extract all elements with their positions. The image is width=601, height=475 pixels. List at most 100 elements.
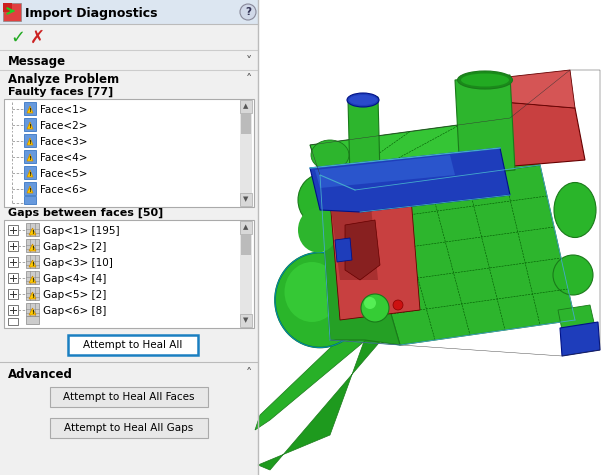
Polygon shape <box>27 186 33 193</box>
Text: Message: Message <box>8 55 66 67</box>
Text: !: ! <box>31 262 34 266</box>
Ellipse shape <box>554 182 596 238</box>
Ellipse shape <box>311 140 349 170</box>
Polygon shape <box>560 322 600 356</box>
Text: Analyze Problem: Analyze Problem <box>8 74 119 86</box>
FancyBboxPatch shape <box>3 3 21 21</box>
Circle shape <box>361 294 389 322</box>
Text: Gap<6> [8]: Gap<6> [8] <box>43 306 106 316</box>
Polygon shape <box>310 148 510 212</box>
Text: Advanced: Advanced <box>8 368 73 380</box>
Text: ?: ? <box>245 7 251 17</box>
FancyBboxPatch shape <box>26 239 39 252</box>
Polygon shape <box>330 195 378 280</box>
Polygon shape <box>27 154 33 161</box>
Polygon shape <box>29 276 36 283</box>
Polygon shape <box>335 238 352 262</box>
FancyBboxPatch shape <box>8 289 18 299</box>
FancyBboxPatch shape <box>24 150 36 163</box>
Circle shape <box>364 297 376 309</box>
Text: Face<5>: Face<5> <box>40 169 88 179</box>
FancyBboxPatch shape <box>24 102 36 115</box>
FancyBboxPatch shape <box>24 134 36 147</box>
Text: !: ! <box>31 310 34 314</box>
Text: ✓: ✓ <box>10 29 25 47</box>
FancyBboxPatch shape <box>258 0 601 475</box>
FancyBboxPatch shape <box>0 0 258 475</box>
Text: Gaps between faces [50]: Gaps between faces [50] <box>8 208 163 218</box>
Polygon shape <box>29 308 36 315</box>
Text: !: ! <box>31 294 34 298</box>
Polygon shape <box>348 97 380 178</box>
Text: ▲: ▲ <box>243 224 249 230</box>
FancyBboxPatch shape <box>26 223 39 236</box>
FancyBboxPatch shape <box>240 100 252 113</box>
FancyBboxPatch shape <box>24 182 36 195</box>
Polygon shape <box>310 118 540 190</box>
Text: Gap<4> [4]: Gap<4> [4] <box>43 274 106 284</box>
FancyBboxPatch shape <box>8 241 18 251</box>
FancyBboxPatch shape <box>8 273 18 283</box>
Text: Gap<3> [10]: Gap<3> [10] <box>43 258 113 268</box>
FancyBboxPatch shape <box>24 166 36 179</box>
Ellipse shape <box>284 262 340 322</box>
Ellipse shape <box>457 71 513 89</box>
Text: Face<4>: Face<4> <box>40 153 88 163</box>
Polygon shape <box>29 228 36 235</box>
Text: ˄: ˄ <box>246 74 252 86</box>
Text: !: ! <box>29 140 31 144</box>
Text: ▼: ▼ <box>243 317 249 323</box>
FancyBboxPatch shape <box>26 316 39 324</box>
FancyBboxPatch shape <box>8 257 18 267</box>
Polygon shape <box>27 106 33 113</box>
Text: ˅: ˅ <box>246 55 252 67</box>
Text: Face<2>: Face<2> <box>40 121 88 131</box>
FancyBboxPatch shape <box>26 287 39 300</box>
Text: Face<6>: Face<6> <box>40 185 88 195</box>
FancyBboxPatch shape <box>0 0 258 24</box>
Polygon shape <box>455 75 515 175</box>
FancyBboxPatch shape <box>26 303 39 316</box>
Polygon shape <box>345 220 380 280</box>
Text: !: ! <box>31 277 34 283</box>
Text: Attempt to Heal All Gaps: Attempt to Heal All Gaps <box>64 423 194 433</box>
Text: Attempt to Heal All Faces: Attempt to Heal All Faces <box>63 392 195 402</box>
FancyBboxPatch shape <box>8 305 18 315</box>
Text: Import Diagnostics: Import Diagnostics <box>25 7 157 19</box>
Text: !: ! <box>31 229 34 235</box>
Polygon shape <box>27 122 33 129</box>
FancyBboxPatch shape <box>240 221 252 234</box>
Text: !: ! <box>29 124 31 129</box>
FancyBboxPatch shape <box>24 118 36 131</box>
Text: Attempt to Heal All: Attempt to Heal All <box>84 340 183 350</box>
FancyBboxPatch shape <box>241 114 251 134</box>
Text: !: ! <box>31 246 34 250</box>
Polygon shape <box>330 185 420 320</box>
Polygon shape <box>320 175 400 345</box>
Polygon shape <box>258 318 390 470</box>
FancyBboxPatch shape <box>50 387 208 407</box>
Polygon shape <box>29 292 36 299</box>
Text: Face<3>: Face<3> <box>40 137 88 147</box>
FancyBboxPatch shape <box>8 318 18 325</box>
Ellipse shape <box>349 95 377 105</box>
Ellipse shape <box>461 74 509 86</box>
FancyBboxPatch shape <box>240 221 252 327</box>
FancyBboxPatch shape <box>26 255 39 268</box>
Text: !: ! <box>29 155 31 161</box>
FancyBboxPatch shape <box>240 100 252 206</box>
Text: Gap<2> [2]: Gap<2> [2] <box>43 242 106 252</box>
FancyBboxPatch shape <box>4 220 254 328</box>
FancyBboxPatch shape <box>3 3 12 12</box>
Polygon shape <box>29 260 36 267</box>
Ellipse shape <box>347 93 379 107</box>
Polygon shape <box>355 165 575 345</box>
Text: ˄: ˄ <box>246 368 252 380</box>
FancyBboxPatch shape <box>241 235 251 255</box>
FancyBboxPatch shape <box>50 418 208 438</box>
Polygon shape <box>29 244 36 251</box>
Polygon shape <box>27 138 33 145</box>
Text: ▲: ▲ <box>243 103 249 109</box>
Text: !: ! <box>29 171 31 177</box>
Ellipse shape <box>275 253 365 348</box>
